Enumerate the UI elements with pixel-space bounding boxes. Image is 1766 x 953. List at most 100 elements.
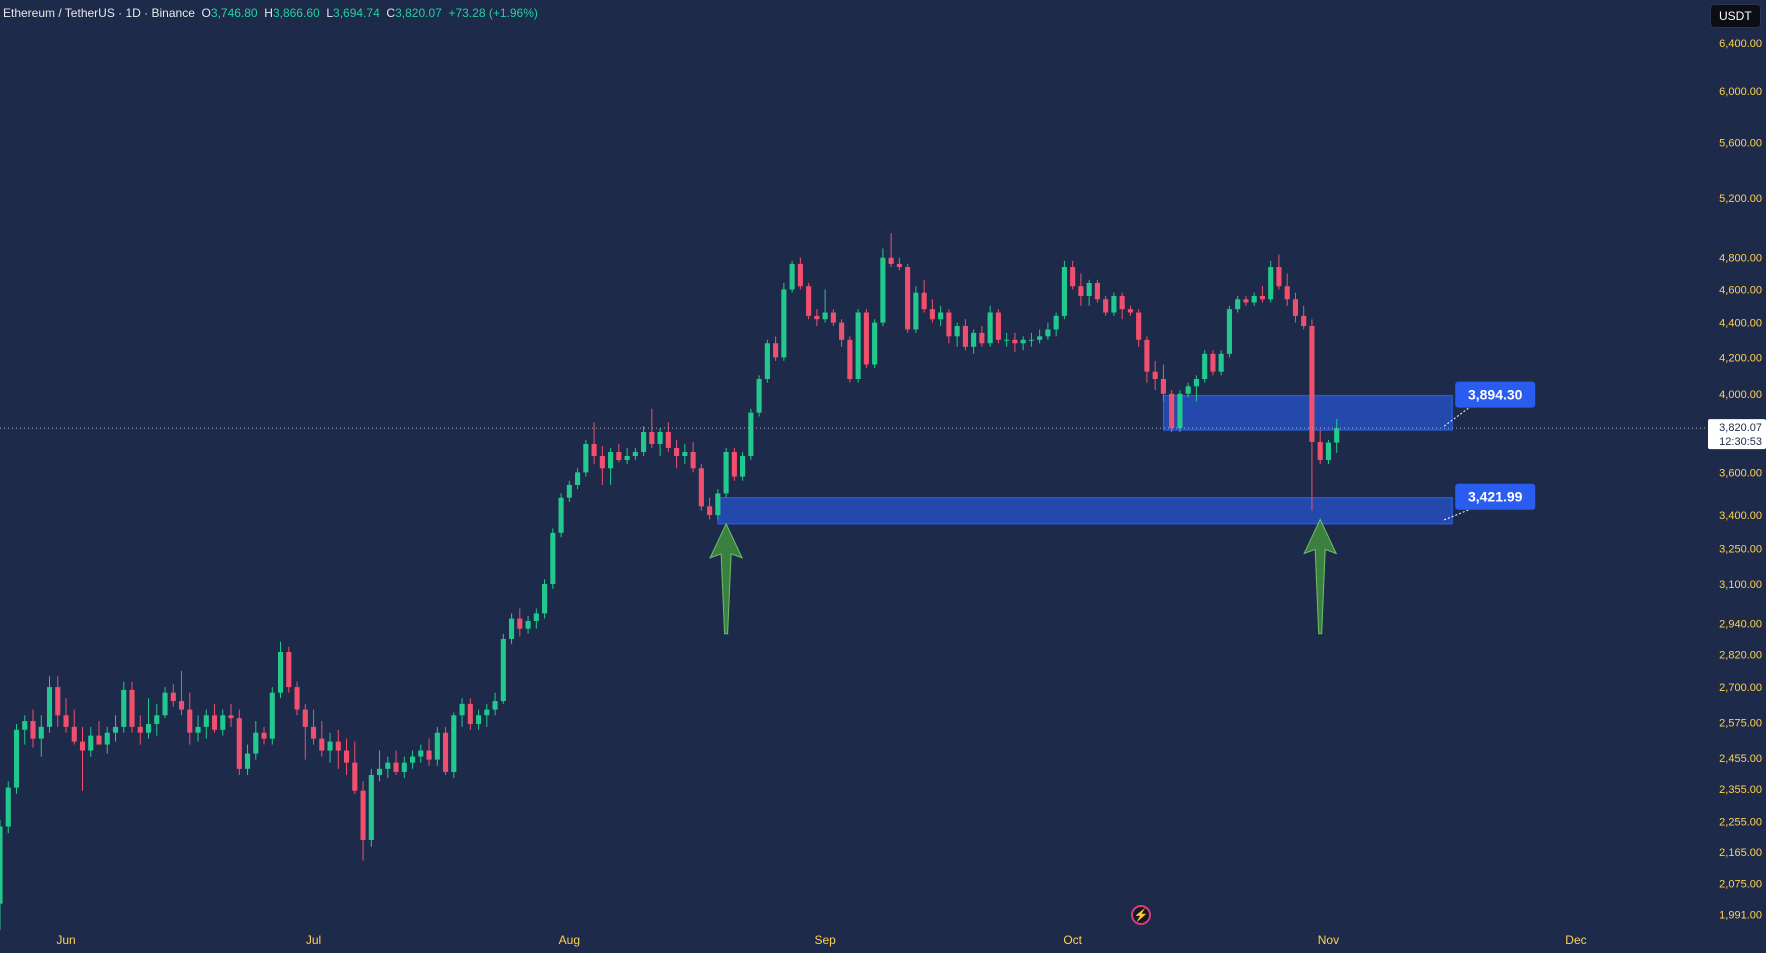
- y-tick-label: 4,600.00: [1719, 284, 1762, 296]
- candle-body: [830, 312, 836, 323]
- level-label-bg: [1455, 381, 1536, 408]
- candle: [938, 305, 944, 327]
- candle-body: [203, 715, 209, 727]
- candle-body: [426, 750, 432, 760]
- symbol-title[interactable]: Ethereum / TetherUS · 1D · Binance: [3, 6, 195, 20]
- candle: [1210, 350, 1216, 376]
- candle-body: [608, 451, 614, 469]
- candle: [599, 445, 605, 485]
- candle: [310, 709, 317, 745]
- candle: [558, 493, 564, 538]
- candle: [162, 687, 168, 719]
- candle: [195, 715, 201, 742]
- candle: [1309, 319, 1315, 511]
- candle-body: [649, 432, 655, 444]
- candle: [88, 726, 94, 757]
- candle: [591, 422, 597, 465]
- candle: [1004, 332, 1010, 347]
- candle: [1144, 336, 1150, 383]
- candle: [302, 703, 308, 760]
- candle-body: [88, 735, 94, 751]
- candle: [244, 744, 251, 776]
- currency-badge[interactable]: USDT: [1710, 4, 1761, 28]
- candle-body: [566, 484, 572, 498]
- candle-body: [187, 709, 193, 733]
- candle: [410, 750, 416, 769]
- x-tick-label: Jun: [56, 933, 75, 947]
- x-axis[interactable]: Jun Jul Aug Sep Oct Nov Dec: [56, 933, 1586, 947]
- candle-body: [154, 715, 160, 724]
- candle-body: [170, 692, 176, 702]
- candle: [327, 732, 333, 763]
- candle-body: [674, 447, 680, 456]
- candle: [806, 282, 812, 320]
- candle: [797, 257, 803, 290]
- candle: [566, 480, 572, 503]
- candle-body: [979, 332, 985, 344]
- candle: [46, 676, 53, 733]
- candle-body: [575, 472, 581, 485]
- candle: [1334, 419, 1340, 454]
- candle: [608, 447, 614, 485]
- candle-body: [368, 775, 374, 840]
- candle-body: [1020, 339, 1026, 344]
- candle: [55, 676, 61, 727]
- candle: [1317, 430, 1323, 465]
- candle: [896, 257, 902, 271]
- candle-body: [0, 826, 3, 904]
- candle: [682, 443, 688, 465]
- current-price-tag-bg: [1708, 419, 1766, 450]
- candle-body: [773, 343, 779, 358]
- current-price-value: 3,820.07: [1719, 422, 1762, 434]
- y-axis[interactable]: 6,400.00 6,000.00 5,600.00 5,200.00 4,800.00…: [1719, 38, 1762, 922]
- candle-body: [178, 701, 185, 710]
- candle-body: [492, 701, 498, 710]
- candle-body: [1334, 428, 1340, 443]
- candle-body: [723, 451, 729, 494]
- candle: [690, 441, 696, 473]
- candle: [1226, 305, 1232, 358]
- y-tick-label: 4,800.00: [1719, 253, 1762, 265]
- candle-body: [1144, 339, 1150, 372]
- candle-body: [500, 638, 506, 702]
- candle-body: [277, 652, 284, 693]
- candle-body: [401, 762, 407, 772]
- y-tick-label: 4,200.00: [1719, 352, 1762, 364]
- candle-body: [1251, 295, 1257, 303]
- candle-body: [129, 689, 135, 727]
- candle-body: [352, 762, 358, 791]
- candle-body: [319, 738, 325, 751]
- candle-body: [1226, 309, 1232, 354]
- symbol-header[interactable]: Ethereum / TetherUS · 1D · Binance O3,74…: [3, 6, 538, 20]
- candle-body: [302, 709, 308, 727]
- candle: [261, 726, 267, 745]
- candle: [583, 439, 589, 477]
- candle-body: [286, 652, 292, 688]
- y-tick-label: 2,355.00: [1719, 784, 1762, 796]
- candle-body: [806, 286, 812, 316]
- candle: [71, 709, 77, 745]
- candle-body: [253, 732, 259, 754]
- candle: [649, 408, 655, 448]
- candle-body: [764, 343, 770, 379]
- candle-body: [1111, 295, 1117, 313]
- y-tick-label: 4,400.00: [1719, 318, 1762, 330]
- candle: [203, 709, 209, 739]
- candle: [764, 339, 770, 383]
- candle: [13, 723, 20, 794]
- candle: [38, 715, 44, 757]
- lightning-icon[interactable]: ⚡: [1131, 905, 1151, 925]
- candle-body: [261, 732, 267, 739]
- candle-body: [1325, 442, 1332, 461]
- candle-body: [121, 689, 127, 727]
- candle-body: [418, 750, 424, 757]
- candle: [533, 608, 539, 629]
- candle-body: [104, 732, 110, 745]
- change-value: +73.28 (+1.96%): [448, 6, 538, 20]
- candle: [476, 709, 482, 730]
- candle: [1078, 273, 1084, 306]
- candle-body: [1276, 267, 1282, 287]
- candle-body: [797, 263, 803, 287]
